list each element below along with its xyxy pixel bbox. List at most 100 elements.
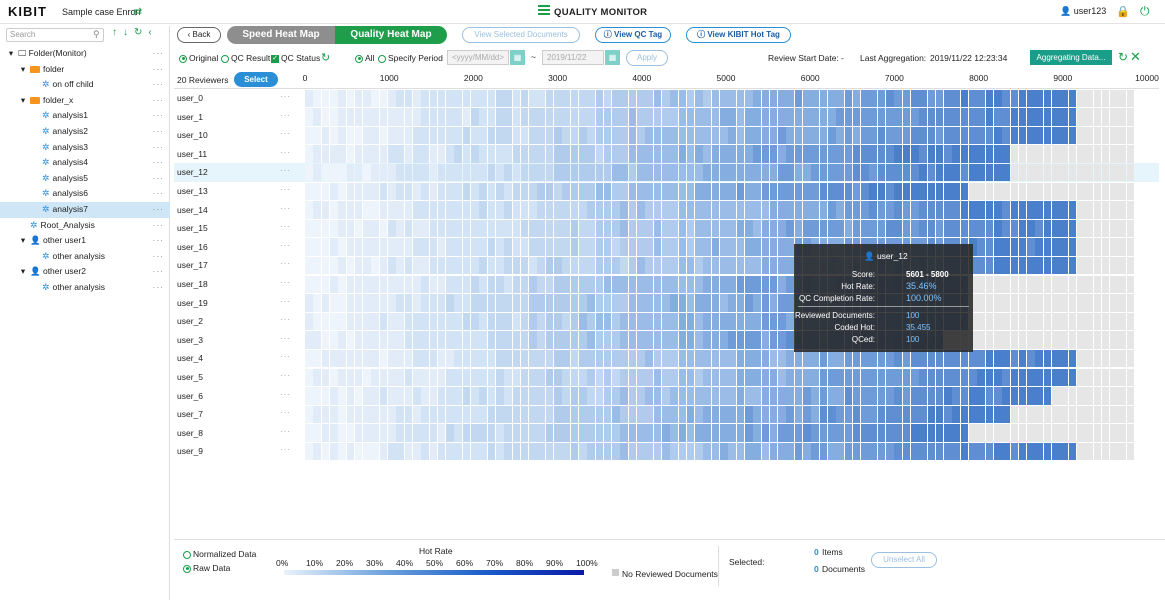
heat-cell[interactable] xyxy=(661,275,670,294)
heat-cell[interactable] xyxy=(919,219,927,238)
heat-cell[interactable] xyxy=(437,405,446,424)
more-icon[interactable]: ··· xyxy=(152,94,164,105)
heat-cell[interactable] xyxy=(529,349,537,368)
heat-cell[interactable] xyxy=(321,387,330,405)
heat-cell[interactable] xyxy=(479,219,487,238)
heat-cell[interactable] xyxy=(354,182,363,201)
more-icon[interactable]: ··· xyxy=(280,426,291,436)
heat-cell[interactable] xyxy=(952,219,961,238)
heat-cell[interactable] xyxy=(852,108,861,126)
more-icon[interactable]: ··· xyxy=(280,203,291,213)
heat-cell[interactable] xyxy=(313,294,321,312)
more-icon[interactable]: ··· xyxy=(152,141,164,152)
heat-cell[interactable] xyxy=(637,387,645,405)
tab-quality-heat-map[interactable]: Quality Heat Map xyxy=(335,26,447,44)
heat-cell[interactable] xyxy=(645,294,653,312)
heat-cell[interactable] xyxy=(894,145,902,163)
heat-cell[interactable] xyxy=(661,163,670,182)
lock-icon[interactable]: 🔒 xyxy=(1116,6,1130,18)
heat-cell[interactable] xyxy=(736,349,745,368)
heat-cell[interactable] xyxy=(437,442,446,461)
heat-cell[interactable] xyxy=(1110,89,1118,108)
heat-cell[interactable] xyxy=(902,387,911,405)
heat-cell[interactable] xyxy=(354,349,363,368)
heat-cell[interactable] xyxy=(396,219,404,238)
heat-cell[interactable] xyxy=(819,405,828,424)
heat-cell[interactable] xyxy=(869,182,878,201)
heat-cell[interactable] xyxy=(877,163,886,182)
heat-cell[interactable] xyxy=(471,294,479,312)
heat-cell[interactable] xyxy=(927,89,936,108)
heat-cell[interactable] xyxy=(520,349,529,368)
heat-cell[interactable] xyxy=(695,442,703,461)
heat-cell[interactable] xyxy=(321,275,330,294)
heat-cell[interactable] xyxy=(562,89,570,108)
heat-cell[interactable] xyxy=(529,163,537,182)
heat-cell[interactable] xyxy=(1068,256,1077,275)
heat-cell[interactable] xyxy=(437,256,446,275)
heat-cell[interactable] xyxy=(836,219,844,238)
heat-cell[interactable] xyxy=(429,349,438,368)
heat-cell[interactable] xyxy=(736,331,745,349)
heat-cell[interactable] xyxy=(421,368,429,387)
heat-cell[interactable] xyxy=(338,442,346,461)
heat-cell[interactable] xyxy=(844,219,853,238)
heat-cell[interactable] xyxy=(1093,424,1102,442)
more-icon[interactable]: ··· xyxy=(280,445,291,455)
heat-cell[interactable] xyxy=(1010,424,1019,442)
heat-cell[interactable] xyxy=(620,163,629,182)
heat-cell[interactable] xyxy=(587,349,595,368)
heat-cell[interactable] xyxy=(927,219,936,238)
heat-cell[interactable] xyxy=(537,331,546,349)
heat-cell[interactable] xyxy=(578,312,587,331)
heat-cell[interactable] xyxy=(653,442,662,461)
heat-cell[interactable] xyxy=(1043,126,1052,145)
heat-cell[interactable] xyxy=(1060,126,1068,145)
heat-cell[interactable] xyxy=(512,349,521,368)
heat-cell[interactable] xyxy=(437,387,446,405)
heat-cell[interactable] xyxy=(595,368,604,387)
heat-cell[interactable] xyxy=(1093,294,1102,312)
heat-cell[interactable] xyxy=(487,442,496,461)
heat-cell[interactable] xyxy=(537,238,546,256)
heat-cell[interactable] xyxy=(1043,219,1052,238)
heat-cell[interactable] xyxy=(388,256,396,275)
heat-cell[interactable] xyxy=(388,238,396,256)
heat-cell[interactable] xyxy=(1027,442,1035,461)
heat-cell[interactable] xyxy=(670,89,678,108)
heat-cell[interactable] xyxy=(520,219,529,238)
heat-cell[interactable] xyxy=(446,349,454,368)
heat-cell[interactable] xyxy=(711,89,720,108)
heat-cell[interactable] xyxy=(1093,275,1102,294)
heat-cell[interactable] xyxy=(1068,108,1077,126)
heat-cell[interactable] xyxy=(554,349,562,368)
heat-cell[interactable] xyxy=(338,145,346,163)
heat-cell[interactable] xyxy=(1101,294,1110,312)
heat-cell[interactable] xyxy=(993,89,1002,108)
heat-cell[interactable] xyxy=(1043,294,1052,312)
heat-cell[interactable] xyxy=(1002,331,1010,349)
heat-cell[interactable] xyxy=(1010,219,1019,238)
heat-cell[interactable] xyxy=(794,145,803,163)
heat-cell[interactable] xyxy=(811,349,819,368)
heat-cell[interactable] xyxy=(446,201,454,219)
heat-cell[interactable] xyxy=(620,126,629,145)
heat-cell[interactable] xyxy=(993,312,1002,331)
heat-cell[interactable] xyxy=(803,424,811,442)
heat-cell[interactable] xyxy=(1002,405,1010,424)
heat-cell[interactable] xyxy=(396,108,404,126)
heat-cell[interactable] xyxy=(1027,163,1035,182)
heat-cell[interactable] xyxy=(695,89,703,108)
heat-cell[interactable] xyxy=(703,387,712,405)
heat-cell[interactable] xyxy=(620,89,629,108)
heat-cell[interactable] xyxy=(570,163,579,182)
heat-cell[interactable] xyxy=(977,331,985,349)
heat-cell[interactable] xyxy=(1018,442,1027,461)
heat-cell[interactable] xyxy=(1060,238,1068,256)
heat-cell[interactable] xyxy=(462,312,471,331)
heat-cell[interactable] xyxy=(678,182,687,201)
heat-cell[interactable] xyxy=(960,145,969,163)
heat-cell[interactable] xyxy=(570,256,579,275)
heat-cell[interactable] xyxy=(703,145,712,163)
normalized-data-radio[interactable]: Normalized Data xyxy=(183,549,256,559)
